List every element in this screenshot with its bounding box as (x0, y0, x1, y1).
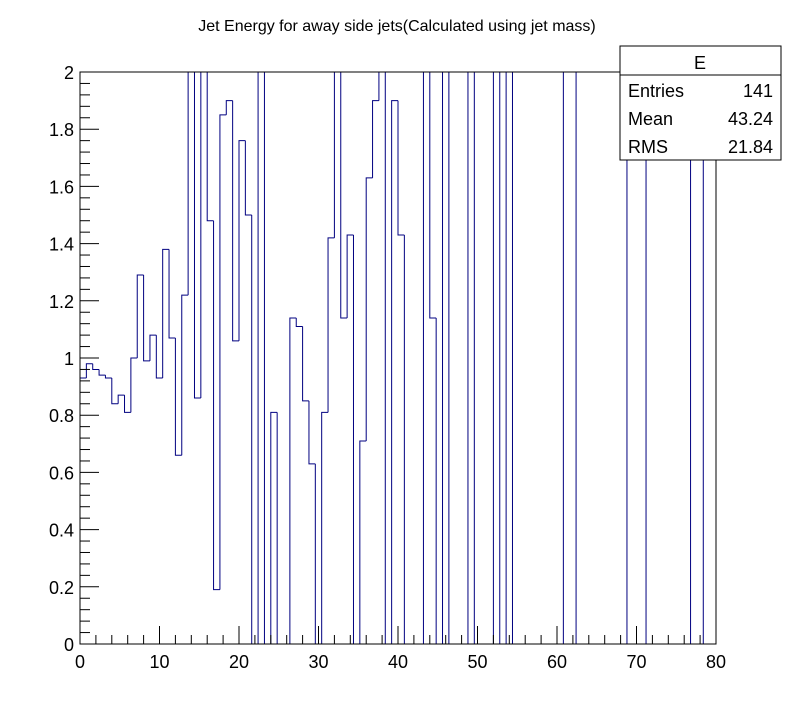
histogram-bin (149, 334, 157, 361)
histogram-bin (327, 237, 335, 413)
histogram-bin (467, 71, 475, 644)
histogram-bin (257, 71, 265, 644)
histogram-bin (314, 463, 322, 645)
histogram-bin (289, 317, 297, 644)
histogram-bin (562, 71, 570, 644)
stats-box-title: E (694, 53, 706, 73)
histogram-bin (200, 71, 208, 399)
y-tick-label: 1 (64, 349, 74, 369)
histogram-bin (238, 140, 246, 341)
histogram-bin (193, 72, 201, 399)
plot-frame (79, 71, 717, 645)
histogram-bin (359, 440, 367, 644)
histogram-bin (321, 411, 329, 644)
histogram-bin (270, 411, 278, 644)
stats-entries-label: Entries (628, 81, 684, 101)
histogram-bin (511, 72, 519, 645)
histogram-bin (263, 72, 271, 645)
axes: 0 10 20 30 40 50 60 70 80 0 0.2 0.4 0.6 0.8 1 1.2 1.4 1.6… (49, 63, 726, 672)
histogram-bin (403, 235, 411, 645)
histogram-bin (124, 395, 131, 413)
histogram-bin (340, 72, 348, 319)
histogram-bin (232, 100, 239, 342)
histogram-bin (155, 335, 163, 379)
x-tick-label: 10 (149, 652, 169, 672)
histogram-bin (79, 377, 87, 644)
histogram-bin (302, 326, 309, 402)
x-tick-label: 30 (308, 652, 328, 672)
histogram-bin (244, 140, 252, 216)
histogram-bin (219, 114, 227, 590)
histogram-bin (422, 71, 430, 644)
stats-entries-value: 141 (743, 81, 773, 101)
y-tick-label: 1.2 (49, 292, 74, 312)
histogram-bin (391, 100, 398, 644)
histogram-bin (187, 71, 195, 296)
histogram-bin (352, 235, 360, 645)
y-tick-label: 0.8 (49, 406, 74, 426)
y-tick-label: 2 (64, 63, 74, 83)
histogram-bin (213, 220, 220, 591)
stats-mean-label: Mean (628, 109, 673, 129)
x-tick-label: 70 (626, 652, 646, 672)
y-tick-label: 1.6 (49, 177, 74, 197)
histogram-bin (295, 317, 303, 328)
stats-box: E Entries 141 Mean 43.24 RMS 21.84 (619, 45, 782, 161)
histogram-bin (225, 100, 233, 115)
x-tick-label: 20 (229, 652, 249, 672)
histogram-bin (448, 72, 456, 645)
histogram-bin (492, 71, 500, 644)
histogram-bin (372, 100, 379, 178)
x-tick-label: 0 (75, 652, 85, 672)
stats-mean-value: 43.24 (728, 109, 773, 129)
x-tick-label: 80 (706, 652, 726, 672)
histogram-bin (174, 337, 182, 456)
y-tick-label: 0 (64, 635, 74, 655)
stats-rms-label: RMS (628, 137, 668, 157)
histogram-bin (333, 71, 341, 238)
histogram-bin (143, 275, 150, 362)
histogram-bin (575, 72, 583, 645)
histogram-bin (181, 294, 189, 456)
histogram-bin (98, 369, 106, 376)
histogram-bin (346, 234, 354, 318)
histogram-bin (365, 177, 373, 441)
histogram-bin (85, 363, 93, 379)
chart-title: Jet Energy for away side jets(Calculated… (198, 18, 596, 35)
histogram-bin (168, 249, 176, 339)
histogram-bin (276, 412, 284, 645)
histogram-bin (92, 363, 100, 370)
y-tick-label: 0.2 (49, 578, 74, 598)
histogram-bin (206, 72, 214, 222)
y-tick-label: 0.4 (49, 521, 74, 541)
histogram-bin (251, 215, 259, 645)
histogram-bin (473, 72, 481, 645)
histogram-bin (162, 248, 170, 379)
histogram-bin (384, 72, 392, 645)
histogram-bin (117, 394, 125, 404)
histogram-bin (505, 71, 513, 644)
histogram-bin (429, 72, 437, 319)
histogram-bin (435, 317, 443, 645)
y-tick-label: 1.8 (49, 120, 74, 140)
histogram-bin (136, 274, 144, 358)
stats-box-frame (619, 45, 782, 161)
x-tick-label: 50 (467, 652, 487, 672)
x-tick-label: 40 (388, 652, 408, 672)
y-tick-label: 1.4 (49, 235, 74, 255)
x-tick-label: 60 (547, 652, 567, 672)
stats-rms-value: 21.84 (728, 137, 773, 157)
histogram-bin (104, 375, 112, 379)
histogram-bin (378, 71, 386, 101)
histogram-bin (397, 100, 405, 236)
y-tick-label: 0.6 (49, 463, 74, 483)
histogram-bin (308, 400, 316, 465)
histogram-bin (499, 72, 507, 645)
histogram-bin (442, 71, 449, 644)
histogram-bin (130, 357, 138, 413)
histogram-bin (111, 378, 119, 405)
